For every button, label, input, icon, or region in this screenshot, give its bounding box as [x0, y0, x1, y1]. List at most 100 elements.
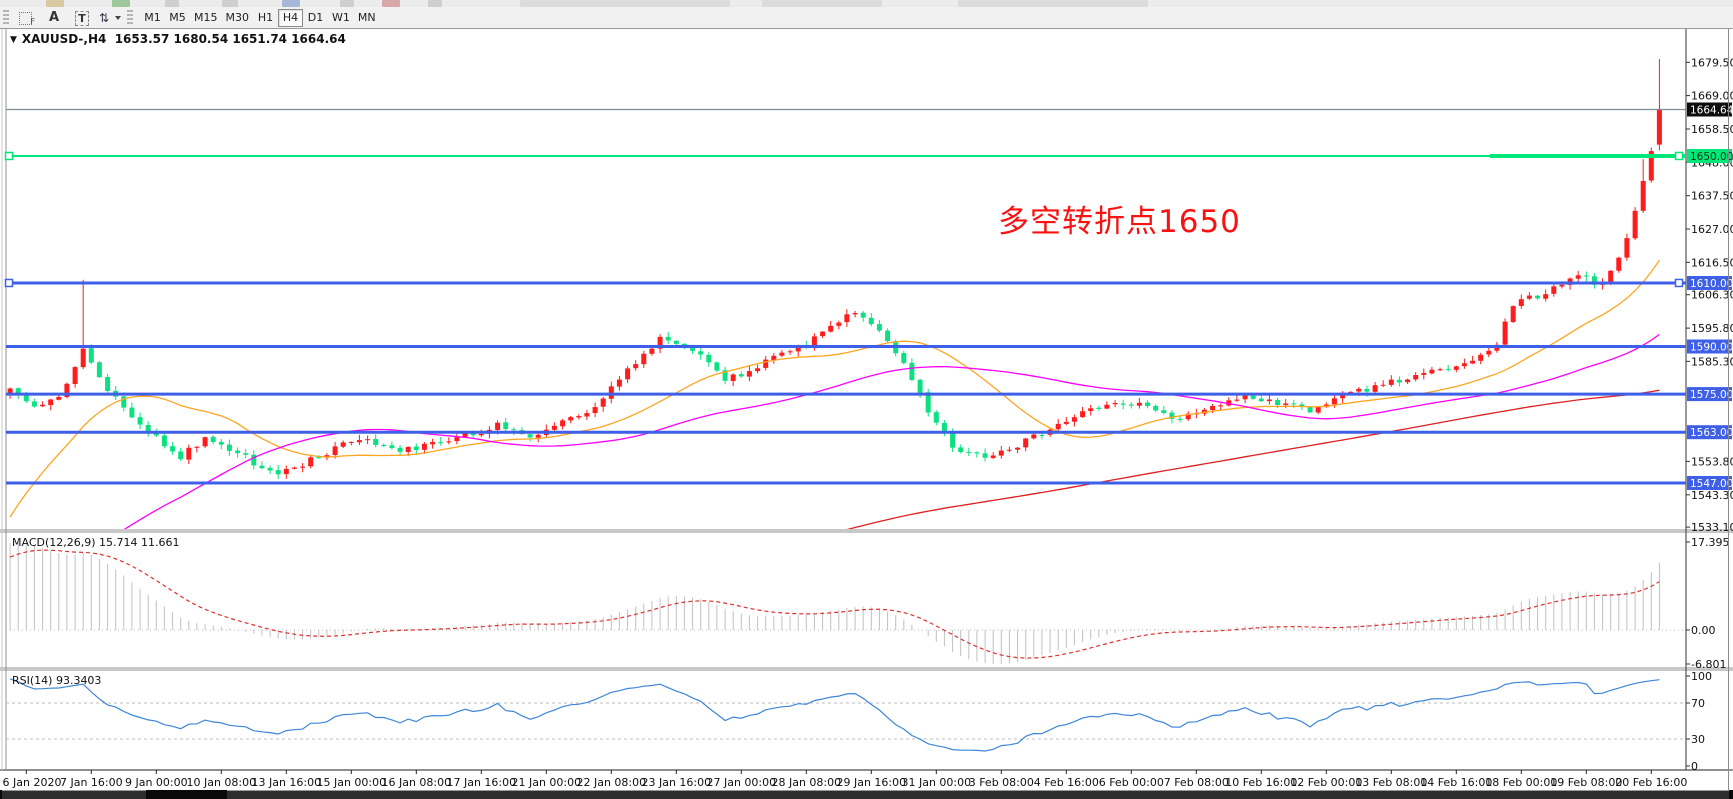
time-tick: 19 Feb 08:00	[1550, 776, 1622, 789]
time-tick: 3 Feb 08:00	[969, 776, 1034, 789]
hline-1610[interactable]	[4, 278, 1687, 288]
candles-group	[7, 59, 1662, 480]
time-tick: 4 Feb 16:00	[1034, 776, 1099, 789]
hline-1650[interactable]	[4, 151, 1687, 161]
timeframe-M5-button[interactable]: M5	[165, 9, 190, 27]
rsi-tick: 70	[1691, 697, 1705, 710]
clipped-toolbar-icon	[282, 0, 300, 7]
hline-handle	[1674, 151, 1684, 161]
taskbar-segment[interactable]	[2, 790, 146, 799]
taskbar-segment[interactable]	[227, 790, 1729, 799]
dropdown-caret-icon	[114, 16, 121, 20]
price-tick: 1658.50	[1691, 123, 1733, 136]
text-label-tool-button[interactable]: T	[69, 8, 95, 27]
price-tick: 1616.50	[1691, 256, 1733, 269]
arrows-icon: ⇅	[99, 10, 110, 25]
toolbar-overflow-row	[0, 0, 1733, 7]
time-tick: 17 Jan 16:00	[446, 776, 516, 789]
rsi-indicator-label: RSI(14) 93.3403	[12, 674, 102, 687]
macd-axis-labels: 17.395 0.00 -6.801	[1686, 536, 1730, 671]
timeframe-M15-button[interactable]: M15	[190, 9, 222, 27]
text-icon: A	[48, 10, 60, 25]
line-studies-toolbar: F A T ⇅ M1 M5 M15 M30 H1 H4 D1 W1 MN	[0, 7, 1733, 28]
text-tool-button[interactable]: A	[41, 8, 67, 27]
rsi-panel	[6, 678, 1686, 752]
symbol-ohlc-text: XAUUSD-,H4 1653.57 1680.54 1651.74 1664.…	[21, 32, 346, 46]
hline-handle	[4, 278, 14, 288]
time-tick: 21 Jan 00:00	[511, 776, 581, 789]
timeframe-D1-button[interactable]: D1	[303, 9, 328, 27]
time-tick: 14 Feb 16:00	[1420, 776, 1492, 789]
time-tick: 20 Feb 16:00	[1615, 776, 1687, 789]
price-tick: 1553.80	[1691, 455, 1733, 468]
arrows-tool-button[interactable]: ⇅	[97, 8, 123, 27]
macd-indicator-label: MACD(12,26,9) 15.714 11.661	[12, 536, 180, 549]
clipped-toolbar-icon	[165, 0, 179, 7]
fibonacci-icon	[19, 12, 32, 25]
time-tick: 28 Jan 08:00	[771, 776, 841, 789]
time-tick: 12 Feb 00:00	[1290, 776, 1362, 789]
fibonacci-letter: F	[30, 17, 35, 26]
hline-handle	[4, 151, 14, 161]
chart-title: ▼ XAUUSD-,H4 1653.57 1680.54 1651.74 1664…	[10, 32, 346, 46]
toolbar: F A T ⇅ M1 M5 M15 M30 H1 H4 D1 W1 MN	[0, 0, 1733, 29]
text-label-icon: T	[75, 10, 89, 26]
hline-price-badge: 1547.00	[1690, 478, 1733, 490]
timeframe-H1-button[interactable]: H1	[253, 9, 278, 27]
pane-borders	[0, 27, 1733, 771]
macd-tick: 0.00	[1691, 624, 1716, 637]
timeframe-H4-button[interactable]: H4	[278, 8, 303, 27]
clipped-toolbar-icon	[428, 0, 442, 7]
price-tick: 1637.50	[1691, 190, 1733, 203]
window-right-edge	[1728, 28, 1729, 790]
ma-sma-slow-line	[846, 389, 1660, 529]
time-tick: 6 Jan 2020	[3, 776, 62, 789]
clipped-toolbar-icon	[762, 0, 882, 7]
price-tick: 1543.30	[1691, 489, 1733, 502]
time-tick: 6 Feb 00:00	[1099, 776, 1164, 789]
time-tick: 7 Feb 08:00	[1164, 776, 1229, 789]
fibonacci-tool-button[interactable]: F	[13, 8, 39, 27]
annotation-text[interactable]: 多空转折点1650	[998, 204, 1241, 240]
bottom-window-strip	[0, 790, 1733, 799]
clipped-toolbar-icon	[382, 0, 400, 7]
timeframe-M30-button[interactable]: M30	[222, 9, 254, 27]
clipped-toolbar-icon	[222, 0, 238, 7]
time-tick: 16 Jan 08:00	[381, 776, 451, 789]
time-tick: 13 Feb 08:00	[1355, 776, 1427, 789]
clipped-toolbar-icon	[958, 0, 1148, 7]
rsi-axis-labels: 100 70 30 0	[1686, 670, 1712, 773]
current-price-badge: 1664.64	[1690, 105, 1733, 117]
macd-tick: -6.801	[1691, 658, 1726, 671]
timeframe-W1-button[interactable]: W1	[328, 9, 354, 27]
hline-price-badge: 1610.00	[1690, 278, 1733, 290]
time-tick: 22 Jan 08:00	[576, 776, 646, 789]
hline-price-badge: 1650.00	[1690, 151, 1733, 163]
rsi-line	[9, 678, 1660, 752]
rsi-tick: 30	[1691, 733, 1705, 746]
time-tick: 27 Jan 00:00	[706, 776, 776, 789]
timeframe-MN-button[interactable]: MN	[354, 9, 380, 27]
price-tick: 1627.00	[1691, 223, 1733, 236]
macd-tick: 17.395	[1691, 536, 1730, 549]
time-tick: 15 Jan 00:00	[316, 776, 386, 789]
timeframes-toolbar: M1 M5 M15 M30 H1 H4 D1 W1 MN	[140, 8, 380, 27]
timeframe-M1-button[interactable]: M1	[140, 9, 165, 27]
time-tick: 29 Jan 16:00	[836, 776, 906, 789]
ma-sma-fast-line	[9, 259, 1660, 518]
hline-price-badge: 1563.00	[1690, 427, 1733, 439]
price-tick: 1595.80	[1691, 322, 1733, 335]
price-tick: 1679.50	[1691, 56, 1733, 69]
rsi-tick: 100	[1691, 670, 1712, 683]
time-tick: 18 Feb 00:00	[1485, 776, 1557, 789]
hline-price-badge: 1590.00	[1690, 342, 1733, 354]
macd-panel	[6, 542, 1686, 664]
clipped-toolbar-icon	[340, 0, 354, 7]
time-tick: 31 Jan 00:00	[901, 776, 971, 789]
price-tick: 1533.10	[1691, 521, 1733, 534]
collapse-triangle-icon: ▼	[10, 35, 17, 45]
hline-price-badge: 1575.00	[1690, 389, 1733, 401]
